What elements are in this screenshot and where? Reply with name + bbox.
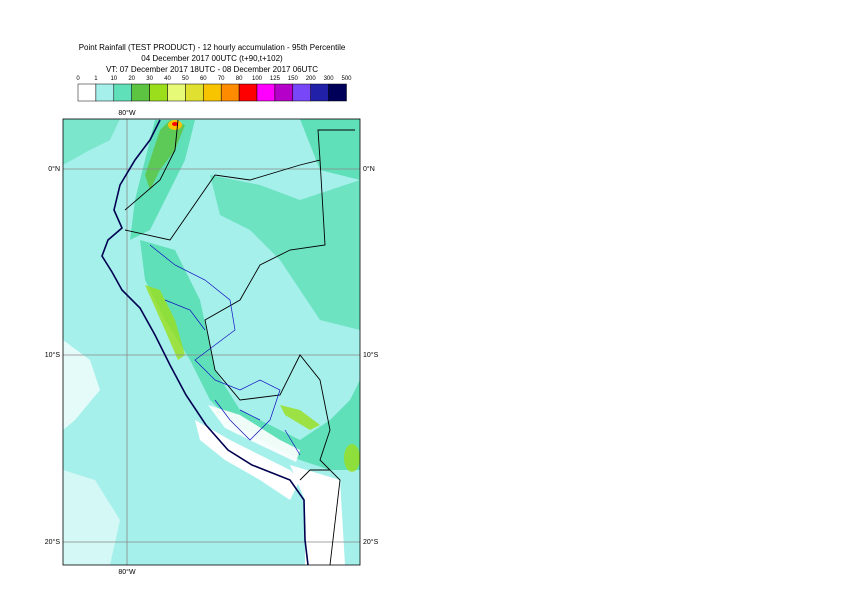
legend-label: 300 [324, 76, 335, 82]
lat-label: 20°S [363, 538, 379, 546]
legend-swatch [256, 83, 276, 102]
valid-time: VT: 07 December 2017 18UTC - 08 December… [106, 65, 318, 74]
rain-area [145, 120, 185, 190]
legend-label: 0 [76, 76, 80, 82]
coastline [101, 119, 309, 565]
legend-label: 30 [146, 76, 153, 82]
legend-swatch [203, 83, 222, 102]
legend: 0 1 10 20 30 40 50 60 70 80 100 125 150 200 300 500 [76, 76, 352, 102]
map: 80°W 80°W 0°N 0°N 10°S 10°S 20°S 20°S [45, 109, 379, 576]
region-border [149, 244, 301, 456]
legend-label: 60 [200, 76, 207, 82]
legend-swatch [167, 83, 186, 102]
title: Point Rainfall (TEST PRODUCT) - 12 hourl… [79, 43, 346, 52]
lon-label: 80°W [118, 109, 136, 117]
legend-label: 500 [341, 76, 352, 82]
rain-area [145, 285, 185, 360]
legend-swatch [310, 83, 329, 102]
legend-swatch [328, 83, 347, 102]
legend-swatch [95, 83, 115, 102]
rain-max [172, 122, 178, 126]
legend-label: 200 [306, 76, 317, 82]
legend-label: 80 [236, 76, 243, 82]
legend-label: 40 [164, 76, 171, 82]
map-frame [62, 118, 361, 566]
rain-area [130, 120, 195, 240]
legend-swatch [292, 83, 311, 102]
legend-label: 10 [110, 76, 117, 82]
dry-area [195, 420, 300, 500]
lat-label: 0°N [363, 165, 375, 173]
rain-area [63, 119, 120, 165]
legend-label: 20 [128, 76, 135, 82]
lat-label: 20°S [45, 538, 61, 546]
lat-label: 0°N [48, 165, 60, 173]
rain-area [280, 405, 320, 430]
legend-label: 150 [288, 76, 299, 82]
legend-label: 100 [252, 76, 263, 82]
dry-area [208, 405, 300, 462]
lon-label: 80°W [118, 568, 136, 576]
legend-swatch [220, 83, 240, 102]
legend-label: 1 [94, 76, 98, 82]
country-border [124, 119, 355, 565]
base-time: 04 December 2017 00UTC (t+90,t+102) [141, 54, 283, 63]
legend-swatch [238, 83, 258, 102]
legend-swatch [274, 83, 294, 102]
legend-swatch [149, 83, 168, 102]
lat-label: 10°S [363, 351, 379, 359]
legend-swatch [185, 83, 204, 102]
legend-swatch [113, 83, 132, 102]
rain-area [140, 240, 360, 470]
legend-swatch [131, 83, 150, 102]
lat-label: 10°S [45, 351, 61, 359]
dry-area [63, 340, 100, 430]
dry-area [63, 470, 120, 565]
legend-label: 50 [182, 76, 189, 82]
rain-area [344, 444, 360, 472]
dry-area [290, 465, 345, 565]
legend-label: 70 [218, 76, 225, 82]
legend-swatch [77, 83, 97, 102]
legend-label: 125 [270, 76, 281, 82]
rain-area [300, 119, 360, 180]
